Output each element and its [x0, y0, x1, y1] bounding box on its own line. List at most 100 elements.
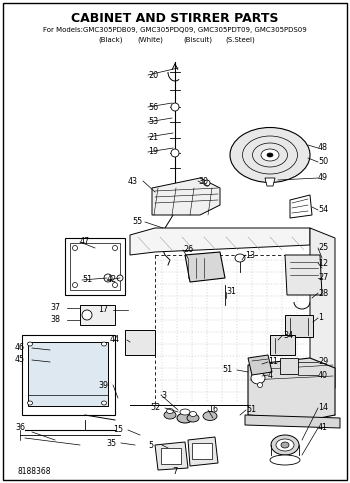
Ellipse shape [203, 412, 217, 421]
Text: 27: 27 [318, 273, 328, 283]
Polygon shape [22, 335, 115, 415]
Text: 15: 15 [113, 426, 123, 435]
Text: 42: 42 [107, 275, 117, 284]
Text: 35: 35 [106, 439, 116, 448]
Polygon shape [125, 330, 155, 355]
Polygon shape [290, 195, 312, 218]
Polygon shape [248, 358, 335, 420]
Ellipse shape [167, 409, 174, 413]
Text: 8188368: 8188368 [18, 468, 51, 477]
Polygon shape [188, 437, 218, 466]
Text: 45: 45 [15, 355, 25, 365]
Text: 11: 11 [268, 357, 278, 367]
Ellipse shape [187, 414, 199, 422]
Text: (Black): (Black) [98, 37, 122, 43]
Text: (White): (White) [138, 37, 163, 43]
Text: CABINET AND STIRRER PARTS: CABINET AND STIRRER PARTS [71, 12, 279, 25]
Text: 38: 38 [50, 315, 60, 325]
Text: 12: 12 [318, 258, 328, 268]
Text: 31: 31 [226, 287, 236, 297]
Polygon shape [65, 238, 125, 295]
Ellipse shape [117, 275, 123, 281]
Ellipse shape [258, 383, 262, 387]
Text: 56: 56 [148, 102, 158, 112]
Text: 5: 5 [148, 440, 153, 450]
Text: 20: 20 [148, 71, 158, 80]
Text: 36: 36 [15, 424, 25, 432]
Polygon shape [310, 228, 335, 405]
Text: For Models:GMC305PDB09, GMC305PDQ09, GMC305PDT09, GMC305PDS09: For Models:GMC305PDB09, GMC305PDQ09, GMC… [43, 27, 307, 33]
Ellipse shape [72, 283, 77, 287]
Ellipse shape [251, 372, 265, 384]
Bar [28, 342, 108, 406]
Text: 25: 25 [318, 243, 328, 253]
Text: (S.Steel): (S.Steel) [225, 37, 255, 43]
Text: 48: 48 [318, 143, 328, 153]
Polygon shape [80, 305, 115, 325]
Text: 55: 55 [132, 217, 142, 227]
Ellipse shape [230, 128, 310, 183]
Ellipse shape [281, 442, 289, 448]
Ellipse shape [204, 180, 210, 186]
Ellipse shape [104, 274, 112, 282]
Ellipse shape [112, 245, 118, 251]
Text: 49: 49 [318, 173, 328, 183]
Text: 3: 3 [161, 390, 166, 399]
Text: 54: 54 [318, 205, 328, 214]
Ellipse shape [28, 401, 33, 405]
Bar [192, 443, 212, 459]
Ellipse shape [112, 283, 118, 287]
Ellipse shape [189, 412, 196, 416]
Text: 26: 26 [183, 245, 193, 255]
Text: 53: 53 [148, 117, 158, 127]
Ellipse shape [271, 435, 299, 455]
Ellipse shape [28, 342, 33, 346]
Text: 17: 17 [98, 306, 108, 314]
Ellipse shape [164, 411, 176, 419]
Text: 13: 13 [245, 251, 255, 259]
Text: 51: 51 [222, 366, 232, 374]
Polygon shape [130, 228, 310, 255]
Text: 41: 41 [318, 424, 328, 432]
Text: 39: 39 [98, 381, 108, 389]
Text: 52: 52 [150, 403, 160, 412]
Ellipse shape [82, 310, 92, 320]
Polygon shape [152, 178, 220, 215]
Text: 47: 47 [80, 238, 90, 246]
Ellipse shape [261, 149, 279, 161]
Text: 21: 21 [148, 132, 158, 142]
Ellipse shape [72, 245, 77, 251]
Bar [280, 358, 298, 374]
Ellipse shape [180, 409, 190, 415]
Text: 16: 16 [208, 406, 218, 414]
Bar [270, 335, 295, 355]
Ellipse shape [102, 401, 106, 405]
Text: 51: 51 [246, 406, 256, 414]
Polygon shape [285, 255, 322, 295]
Ellipse shape [276, 439, 294, 451]
Text: 46: 46 [15, 343, 25, 353]
Text: 14: 14 [318, 403, 328, 412]
Text: 43: 43 [128, 176, 138, 185]
Polygon shape [265, 178, 275, 186]
Ellipse shape [235, 254, 245, 262]
Text: 44: 44 [110, 336, 120, 344]
Ellipse shape [270, 455, 300, 465]
Text: 34: 34 [283, 330, 293, 340]
Ellipse shape [267, 153, 273, 157]
Bar [155, 255, 310, 405]
Text: 29: 29 [318, 357, 328, 367]
Ellipse shape [177, 413, 193, 423]
Text: 50: 50 [318, 157, 328, 167]
Text: 51: 51 [82, 275, 92, 284]
Text: 7: 7 [172, 468, 178, 477]
Text: (Biscuit): (Biscuit) [183, 37, 212, 43]
Bar [285, 315, 313, 337]
Text: 28: 28 [318, 288, 328, 298]
Ellipse shape [171, 103, 179, 111]
Ellipse shape [102, 342, 106, 346]
Text: 40: 40 [318, 370, 328, 380]
Bar [70, 243, 120, 290]
Text: 30: 30 [198, 176, 208, 185]
Ellipse shape [171, 149, 179, 157]
